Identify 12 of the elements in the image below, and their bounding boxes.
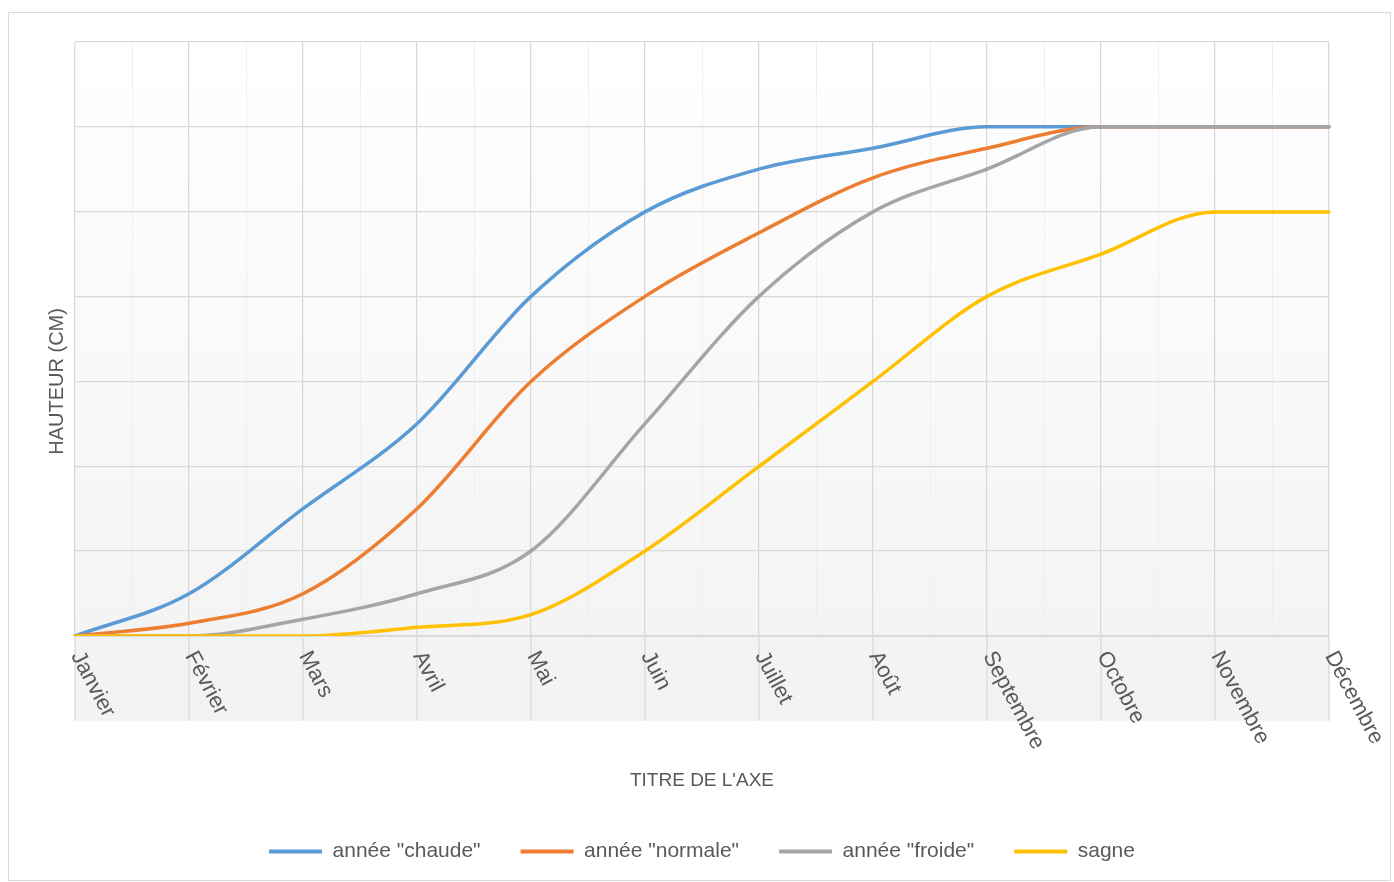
legend-label: année "chaude" <box>332 838 481 862</box>
x-axis-title: TITRE DE L'AXE <box>629 768 775 790</box>
x-tick-label: Août <box>864 646 908 699</box>
x-tick-label: Juin <box>636 646 678 694</box>
y-axis-title: HAUTEUR (CM) <box>44 308 67 455</box>
x-tick-label: Mars <box>294 646 340 702</box>
legend-label: année "normale" <box>584 838 740 862</box>
x-tick-label: Juillet <box>750 646 799 708</box>
legend-label: année "froide" <box>842 838 975 862</box>
x-tick-label: Mai <box>522 646 561 690</box>
x-tick-label: Avril <box>408 646 451 696</box>
legend-label: sagne <box>1077 838 1135 862</box>
